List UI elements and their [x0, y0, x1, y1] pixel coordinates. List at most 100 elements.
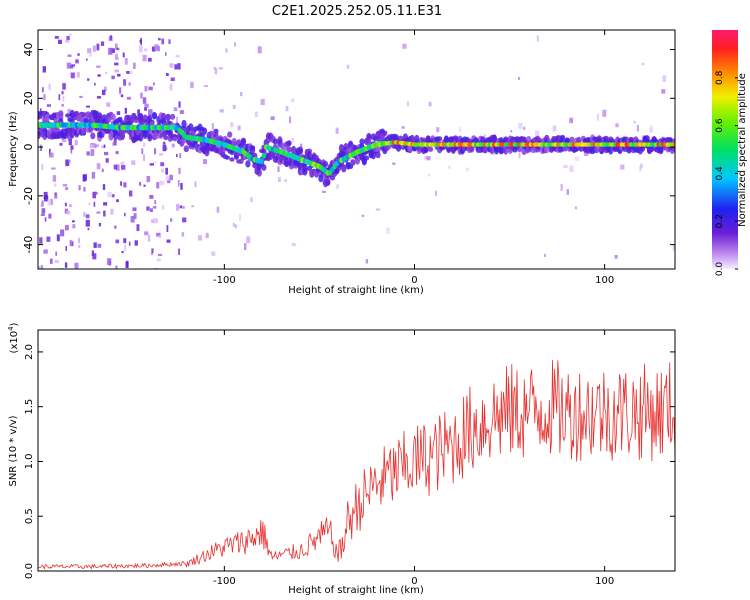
snr-plot-area [38, 330, 675, 571]
spectrogram-ridge-halo [569, 136, 575, 144]
spectrogram-heatmap [38, 33, 675, 269]
spectrogram-noise-cell [85, 219, 90, 227]
spectrogram-noise-cell [157, 253, 163, 257]
spectrogram-ridge-halo [65, 113, 71, 118]
spectrogram-noise-cell [93, 191, 98, 195]
spectrogram-noise-cell [71, 64, 75, 67]
spectrogram-noise-cell [61, 91, 64, 95]
spectrogram-noise-cell [92, 253, 97, 260]
spectrogram-noise-cell [154, 161, 157, 164]
spectrogram-noise-cell [65, 159, 70, 167]
spectrogram-noise-cell [116, 199, 119, 203]
spectrogram-ridge-halo [348, 164, 354, 169]
spectrogram-panel: -40 -20 0 20 40 -100 0 100 Height of straight … [8, 29, 676, 296]
spectrogram-noise-cell [124, 244, 127, 251]
snr-x-tick-label: -100 [213, 576, 236, 587]
spectrogram-frame [37, 29, 676, 270]
spectrogram-noise-cell [165, 167, 168, 175]
spectrogram-noise-cell [92, 191, 97, 199]
spectrogram-ridge-halo [202, 127, 208, 135]
spectrogram-ridge-halo [286, 140, 292, 146]
spectrogram-noise-cell [171, 143, 175, 148]
spectrogram-ridge-halo [170, 113, 176, 120]
spectrogram-noise-cell [149, 195, 154, 199]
spectrogram-ridge-halo [44, 113, 50, 123]
spectrogram-ridge-halo [160, 112, 167, 120]
spectrogram-ridge-halo [491, 134, 497, 144]
spectrogram-ridge-cell [261, 153, 267, 159]
spectrogram-noise-cell [133, 213, 137, 219]
spectrogram-noise-cell [98, 223, 102, 227]
spectrogram-noise-cell [575, 206, 577, 210]
spectrogram-noise-cell [113, 139, 116, 145]
spectrogram-noise-cell [375, 208, 381, 211]
spectrogram-noise-cell [365, 259, 369, 264]
spectrogram-ridge-halo [133, 116, 139, 124]
spectrogram-noise-cell [300, 151, 302, 157]
spectrogram-noise-cell [161, 38, 165, 45]
spectrogram-noise-cell [66, 35, 70, 41]
spectrogram-noise-cell [61, 103, 64, 107]
spectrogram-ridge-halo [181, 119, 187, 129]
spectrogram-noise-cell [165, 175, 170, 181]
spectrogram-noise-cell [198, 235, 203, 241]
spectrogram-noise-cell [218, 67, 223, 70]
spectrogram-ridge-halo [165, 113, 171, 121]
spectrogram-noise-cell [436, 127, 440, 133]
snr-x-tick-label: 0 [411, 576, 417, 587]
spectrogram-noise-cell [672, 245, 675, 251]
snr-y-tick-label: 1.0 [24, 454, 35, 470]
spectrogram-noise-cell [115, 151, 119, 155]
snr-x-label: Height of straight line (km) [288, 585, 424, 596]
spectrogram-ridge-halo [275, 154, 281, 161]
spectrogram-noise-cell [147, 234, 151, 242]
spectrogram-noise-cell [101, 89, 106, 96]
spectrogram-noise-cell [563, 165, 568, 168]
spectrogram-noise-cell [426, 156, 431, 161]
spectrogram-noise-cell [66, 210, 71, 215]
spectrogram-noise-cell [569, 117, 573, 124]
spectrogram-ridge-halo [229, 157, 235, 162]
spectrogram-noise-cell [103, 202, 108, 206]
spectrogram-y-tick-label: 0 [22, 144, 35, 151]
spectrogram-noise-cell [69, 239, 73, 247]
colorbar-label: Normalized spectral amplitude [737, 73, 748, 227]
spectrogram-noise-cell [115, 265, 118, 269]
spectrogram-noise-cell [179, 205, 183, 209]
spectrogram-noise-cell [139, 45, 143, 53]
spectrogram-noise-cell [116, 111, 121, 115]
spectrogram-noise-cell [68, 159, 71, 164]
spectrogram-noise-cell [56, 234, 60, 242]
spectrogram-noise-cell [176, 203, 180, 211]
colorbar-gradient [712, 30, 738, 269]
spectrogram-noise-cell [69, 204, 72, 208]
spectrogram-noise-cell [104, 151, 109, 156]
spectrogram-noise-cell [97, 74, 101, 77]
spectrogram-noise-cell [64, 224, 69, 231]
spectrogram-ridge-halo [110, 113, 116, 121]
spectrogram-noise-cell [291, 137, 295, 143]
spectrogram-noise-cell [114, 53, 118, 60]
spectrogram-noise-cell [115, 239, 120, 244]
spectrogram-ridge-halo [249, 146, 256, 154]
spectrogram-ridge-halo [291, 145, 297, 155]
spectrogram-noise-cell [65, 40, 70, 43]
spectrogram-noise-cell [82, 174, 87, 181]
spectrogram-ridge-halo [375, 151, 381, 159]
spectrogram-ridge-halo [55, 131, 62, 140]
spectrogram-y-tick-label: -20 [22, 187, 35, 205]
spectrogram-noise-cell [96, 211, 101, 214]
spectrogram-noise-cell [191, 205, 195, 208]
spectrogram-noise-cell [166, 73, 169, 77]
spectrogram-noise-cell [111, 48, 115, 53]
spectrogram-noise-cell [94, 82, 96, 86]
spectrogram-ridge-halo [151, 111, 157, 120]
spectrogram-noise-cell [146, 206, 150, 211]
spectrogram-noise-cell [137, 109, 141, 116]
spectrogram-noise-cell [270, 116, 275, 121]
spectrogram-noise-cell [347, 156, 352, 161]
spectrogram-noise-cell [518, 122, 523, 130]
spectrogram-ridge-halo [318, 174, 324, 183]
spectrogram-noise-cell [596, 114, 599, 121]
spectrogram-noise-cell [96, 163, 101, 170]
